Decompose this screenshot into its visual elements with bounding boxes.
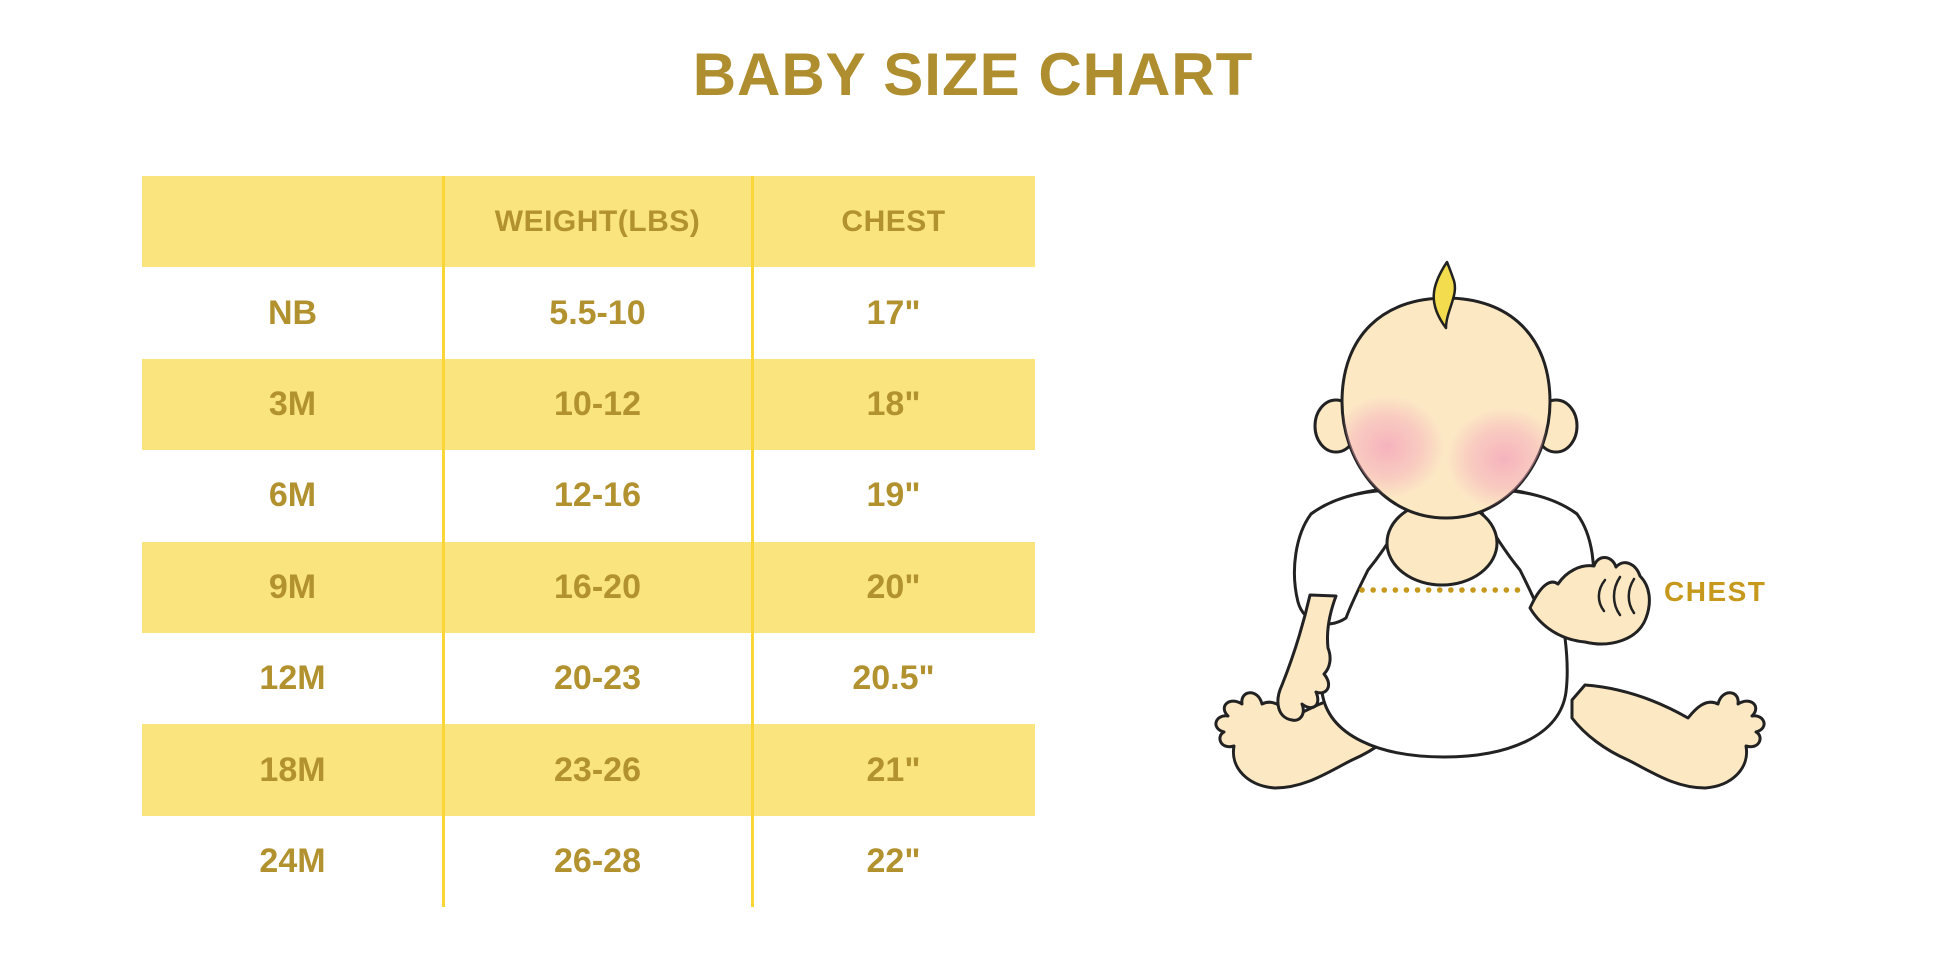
column-divider	[751, 176, 754, 907]
cell-size: 24M	[259, 841, 326, 880]
baby-svg: CHEST	[1214, 260, 1766, 790]
cell-chest: 19"	[866, 476, 921, 515]
cell-weight: 5.5-10	[549, 293, 646, 332]
cell-weight: 16-20	[554, 567, 641, 606]
cell-weight: 10-12	[554, 384, 641, 423]
cell-size: 3M	[268, 384, 317, 423]
cell-chest: 20.5"	[852, 659, 935, 698]
table-row: 24M 26-28 22"	[142, 815, 1035, 908]
cell-weight: 23-26	[554, 750, 641, 789]
cell-size: 18M	[259, 750, 326, 789]
table-row: 3M 10-12 18"	[142, 358, 1035, 451]
page-title: BABY SIZE CHART	[692, 41, 1254, 108]
header-size	[142, 176, 443, 267]
table-header-row: WEIGHT(LBS) CHEST	[142, 176, 1035, 268]
baby-right-leg	[1570, 683, 1766, 790]
cell-chest: 21"	[866, 750, 921, 789]
cell-chest: 18"	[866, 384, 921, 423]
table-row: 6M 12-16 19"	[142, 450, 1035, 542]
cell-chest: 22"	[866, 841, 921, 880]
table-row: NB 5.5-10 17"	[142, 267, 1035, 359]
cell-size: NB	[267, 293, 318, 332]
cell-size: 6M	[268, 476, 317, 515]
cell-weight: 20-23	[554, 659, 641, 698]
baby-left-arm	[1276, 593, 1338, 722]
cell-size: 12M	[259, 659, 326, 698]
table-row: 12M 20-23 20.5"	[142, 632, 1035, 725]
baby-fist-finger-lines	[1597, 575, 1636, 617]
size-chart-table: WEIGHT(LBS) CHEST NB 5.5-10 17" 3M 10-12…	[142, 176, 1035, 908]
chest-label: CHEST	[1664, 576, 1766, 607]
cell-weight: 26-28	[554, 841, 641, 880]
header-weight: WEIGHT(LBS)	[494, 204, 701, 238]
baby-right-blush	[1446, 407, 1550, 511]
baby-illustration: CHEST	[1180, 240, 1800, 800]
cell-weight: 12-16	[554, 476, 641, 515]
column-divider	[442, 176, 445, 907]
cell-chest: 17"	[866, 293, 921, 332]
cell-chest: 20"	[866, 567, 921, 606]
table-row: 18M 23-26 21"	[142, 724, 1035, 816]
table-row: 9M 16-20 20"	[142, 541, 1035, 633]
header-chest: CHEST	[841, 204, 946, 238]
baby-hair-tuft	[1432, 260, 1457, 330]
cell-size: 9M	[268, 567, 317, 606]
